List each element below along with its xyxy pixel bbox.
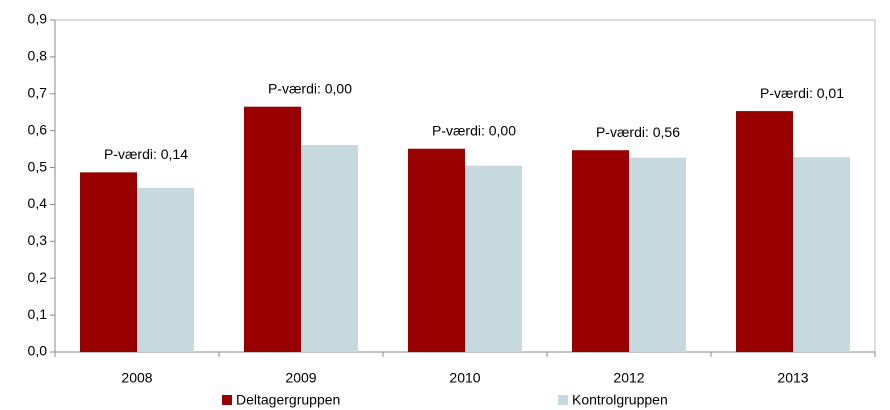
bar xyxy=(572,150,629,352)
y-tick-label: 0,5 xyxy=(28,158,48,174)
bar xyxy=(793,157,850,352)
annotation: P-værdi: 0,56 xyxy=(596,124,680,140)
y-tick-label: 0,8 xyxy=(28,48,48,64)
y-tick-label: 0,0 xyxy=(28,343,48,359)
bar xyxy=(465,165,522,352)
y-tick-label: 0,1 xyxy=(28,306,48,322)
bar xyxy=(301,145,358,352)
legend-swatch xyxy=(558,395,568,405)
bar xyxy=(736,111,793,352)
annotation: P-værdi: 0,01 xyxy=(760,85,844,101)
x-tick-label: 2012 xyxy=(613,370,644,386)
x-tick-label: 2008 xyxy=(121,370,152,386)
bar xyxy=(629,157,686,352)
legend-swatch xyxy=(222,395,232,405)
x-tick-label: 2013 xyxy=(777,370,808,386)
y-tick-label: 0,9 xyxy=(28,11,48,27)
y-tick-label: 0,7 xyxy=(28,84,48,100)
y-tick-label: 0,3 xyxy=(28,232,48,248)
y-tick-label: 0,4 xyxy=(28,195,48,211)
annotation: P-værdi: 0,14 xyxy=(104,146,188,162)
bar xyxy=(80,172,137,352)
legend-label: Deltagergruppen xyxy=(236,392,340,408)
x-tick-label: 2010 xyxy=(449,370,480,386)
y-tick-label: 0,2 xyxy=(28,269,48,285)
bar xyxy=(408,148,465,352)
y-tick-label: 0,6 xyxy=(28,121,48,137)
annotation: P-værdi: 0,00 xyxy=(432,122,516,138)
bar xyxy=(244,106,301,352)
bar xyxy=(137,187,194,352)
x-tick-label: 2009 xyxy=(285,370,316,386)
legend-label: Kontrolgruppen xyxy=(572,392,668,408)
annotation: P-værdi: 0,00 xyxy=(268,80,352,96)
